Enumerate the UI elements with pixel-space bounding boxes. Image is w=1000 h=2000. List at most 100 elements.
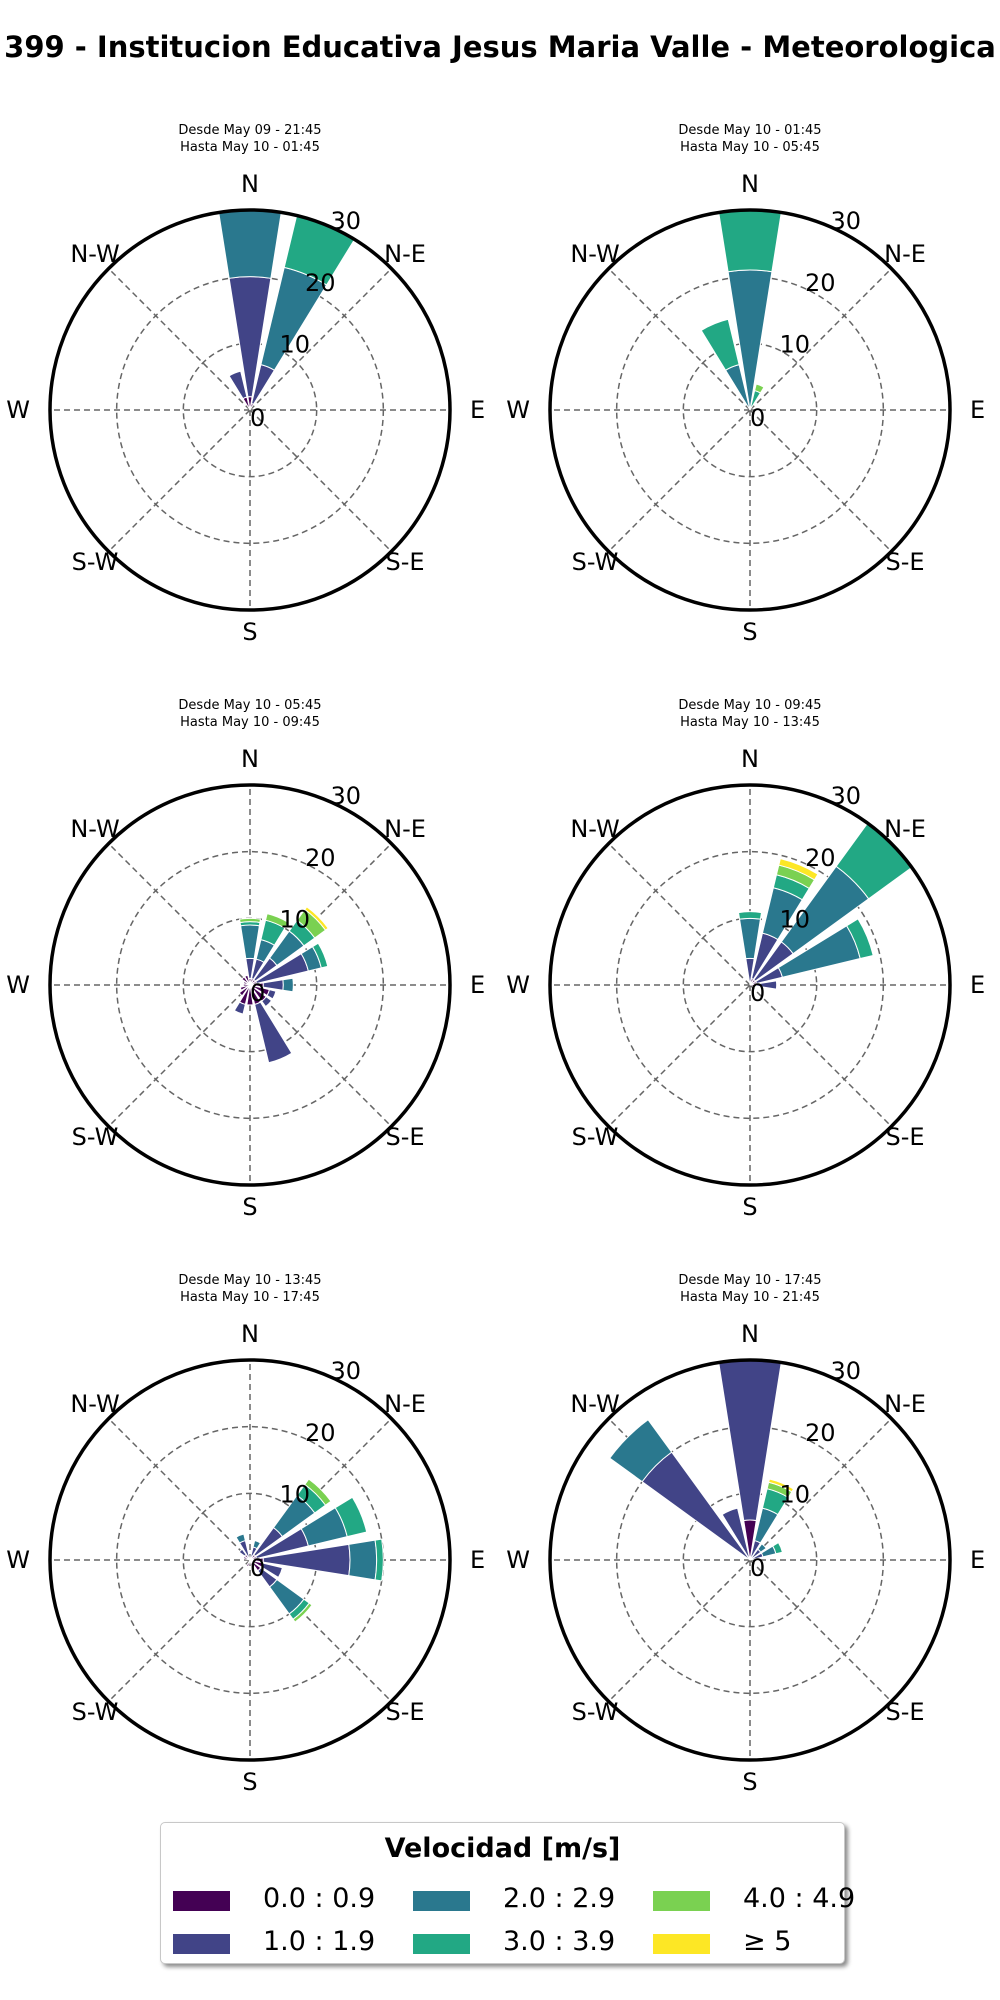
direction-gridline: [249, 268, 392, 411]
direction-gridline: [608, 1559, 751, 1702]
direction-label: N: [741, 1320, 759, 1348]
direction-gridline: [749, 409, 892, 552]
direction-label: N-W: [70, 240, 119, 268]
direction-label: N-E: [884, 240, 926, 268]
direction-gridline: [608, 984, 751, 1127]
legend-label: 3.0 : 3.9: [503, 1926, 616, 1957]
direction-label: N-W: [570, 240, 619, 268]
direction-label: S: [742, 1193, 757, 1221]
direction-label: S: [242, 618, 257, 646]
outer-circle: [48, 1358, 452, 1762]
outer-circle: [548, 1358, 952, 1762]
direction-gridline: [108, 843, 251, 986]
windrose-chart-2: Desde May 10 - 01:45 Hasta May 10 - 05:45…: [506, 123, 985, 646]
legend-title: Velocidad [m/s]: [384, 1833, 621, 1864]
subtitle-to: Hasta May 10 - 21:45: [680, 1290, 820, 1305]
direction-gridline: [749, 268, 892, 411]
direction-label: W: [6, 1546, 30, 1574]
subtitle-to: Hasta May 10 - 05:45: [680, 140, 820, 155]
direction-label: S-W: [72, 1698, 119, 1726]
direction-label: N-E: [384, 815, 426, 843]
direction-gridline: [249, 984, 392, 1127]
windrose-bar-segment: [266, 989, 277, 1000]
windrose-bar-segment: [252, 1539, 262, 1550]
direction-gridline: [608, 268, 751, 411]
direction-label: N-E: [384, 1390, 426, 1418]
windrose-bar-segment: [244, 974, 251, 986]
outer-circle: [548, 783, 952, 1187]
windrose-bar-segment: [768, 1478, 795, 1493]
direction-gridline: [108, 984, 251, 1127]
windrose-bar-segment: [311, 942, 329, 969]
legend-label: 0.0 : 0.9: [263, 1883, 376, 1914]
subtitle-from: Desde May 10 - 05:45: [178, 698, 321, 713]
direction-gridline: [108, 268, 251, 411]
subtitle-from: Desde May 09 - 21:45: [178, 123, 321, 138]
windrose-bar-segment: [264, 913, 290, 929]
direction-gridline: [608, 843, 751, 986]
legend-swatch: [653, 1891, 710, 1911]
windrose-chart-1: Desde May 09 - 21:45 Hasta May 10 - 01:45…: [6, 123, 485, 646]
direction-label: S: [242, 1193, 257, 1221]
direction-label: S-E: [885, 548, 924, 576]
direction-label: E: [470, 971, 485, 999]
subtitle-from: Desde May 10 - 13:45: [178, 1273, 321, 1288]
subtitle-to: Hasta May 10 - 01:45: [180, 140, 320, 155]
direction-label: E: [470, 1546, 485, 1574]
radial-tick-label: 20: [305, 1419, 336, 1447]
windrose-bar-segment: [218, 209, 282, 279]
direction-label: S-E: [385, 1698, 424, 1726]
direction-gridline: [249, 409, 392, 552]
windrose-bar-segment: [292, 1602, 313, 1623]
windrose-bar-segment: [261, 996, 273, 1008]
windrose-bar-segment: [233, 1001, 246, 1015]
direction-gridline: [108, 409, 251, 552]
radial-tick-label: 10: [780, 330, 811, 358]
windrose-bar-segment: [727, 269, 773, 411]
windrose-chart-6: Desde May 10 - 17:45 Hasta May 10 - 21:45…: [506, 1273, 985, 1796]
windrose-chart-3: Desde May 10 - 05:45 Hasta May 10 - 09:45…: [6, 698, 485, 1221]
radial-tick-label: 20: [805, 269, 836, 297]
windrose-bar-segment: [249, 1559, 255, 1568]
legend-swatch: [653, 1934, 710, 1954]
direction-gridline: [608, 409, 751, 552]
direction-gridline: [108, 1418, 251, 1561]
outer-circle: [48, 208, 452, 612]
radial-tick-label: 20: [805, 844, 836, 872]
direction-label: N-E: [884, 1390, 926, 1418]
windrose-bar-segment: [334, 1496, 368, 1538]
direction-gridline: [749, 1418, 892, 1561]
windrose-bar-segment: [348, 1539, 378, 1581]
direction-label: N-E: [884, 815, 926, 843]
direction-label: S: [742, 1768, 757, 1796]
direction-label: N: [241, 1320, 259, 1348]
legend-swatch: [413, 1934, 470, 1954]
radial-tick-label: 0: [750, 1554, 765, 1582]
subtitle-to: Hasta May 10 - 09:45: [180, 715, 320, 730]
direction-label: N-E: [384, 240, 426, 268]
direction-label: S-E: [885, 1698, 924, 1726]
direction-label: S-W: [572, 1123, 619, 1151]
legend-label: 1.0 : 1.9: [263, 1926, 376, 1957]
windrose-bar-segment: [778, 857, 819, 881]
windrose-bar-segment: [718, 209, 782, 273]
outer-circle: [548, 208, 952, 612]
direction-label: N-W: [70, 1390, 119, 1418]
direction-label: N: [741, 170, 759, 198]
windrose-bar-segment: [721, 1507, 751, 1561]
windrose-chart-4: Desde May 10 - 09:45 Hasta May 10 - 13:45…: [506, 698, 985, 1221]
windrose-bar-segment: [757, 1543, 767, 1553]
direction-label: W: [506, 1546, 530, 1574]
radial-tick-label: 0: [250, 1554, 265, 1582]
direction-label: W: [506, 396, 530, 424]
windrose-bar-segment: [242, 983, 251, 987]
radial-tick-label: 30: [331, 207, 362, 235]
direction-label: N: [241, 170, 259, 198]
radial-tick-label: 10: [280, 1480, 311, 1508]
legend: Velocidad [m/s] 0.0 : 0.9 1.0 : 1.9 2.0 …: [160, 1822, 855, 1964]
windrose-bar-segment: [260, 1562, 284, 1579]
direction-label: N-W: [70, 815, 119, 843]
windrose-bar-segment: [304, 906, 329, 931]
direction-label: S-W: [572, 548, 619, 576]
direction-label: E: [470, 396, 485, 424]
